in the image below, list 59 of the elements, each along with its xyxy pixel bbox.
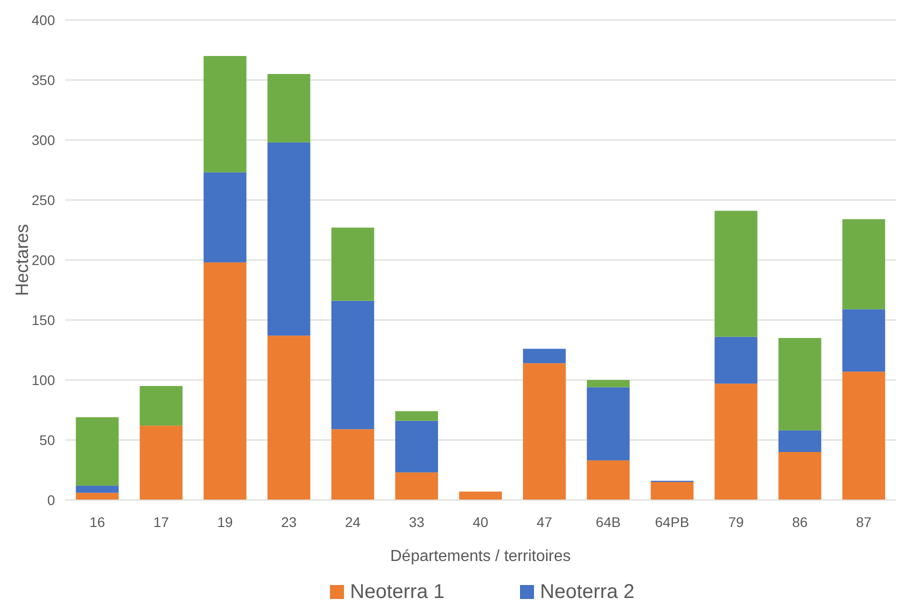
x-tick-label: 47 [536,514,552,530]
y-tick-label: 50 [39,432,56,448]
legend-label: Neoterra 1 [350,581,444,603]
bar [522,363,566,500]
x-tick-label: 19 [217,514,233,530]
x-tick-label: 23 [281,514,297,530]
x-tick-label: 16 [89,514,106,530]
bar [331,300,374,430]
bar [76,417,119,486]
bar [459,492,502,500]
y-tick-label: 300 [32,132,56,148]
x-tick-label: 64B [596,514,621,530]
bar [395,411,438,421]
bar [842,309,886,372]
y-axis-title: Hectares [12,224,32,296]
bar [842,219,886,310]
bar [76,486,119,493]
bar [395,420,438,472]
bar [714,210,758,337]
x-tick-label: 40 [472,514,488,530]
bar [267,142,310,336]
y-tick-label: 0 [47,492,56,508]
x-axis-title: Départements / territoires [390,548,571,565]
x-tick-label: 86 [792,514,808,530]
y-tick-label: 200 [32,252,56,268]
bar [76,492,119,500]
bar [778,338,822,430]
bar [778,452,822,500]
x-tick-label: 33 [408,514,425,530]
x-tick-label: 64PB [654,514,690,530]
y-tick-label: 250 [32,192,56,208]
bar [586,380,630,388]
x-tick-label: 17 [153,514,170,530]
bar [204,262,246,500]
bar [842,372,886,500]
y-tick-label: 350 [32,72,56,88]
bar [331,228,374,301]
bar [650,482,694,500]
bar [586,460,630,500]
bar [204,56,246,172]
bar [267,336,310,500]
legend-label: Neoterra 2 [540,581,634,603]
bar [331,429,374,500]
y-tick-label: 150 [32,312,56,328]
y-tick-label: 100 [32,372,56,388]
bar [522,348,566,364]
bar [586,387,630,460]
y-tick-label: 400 [32,12,56,28]
bar [140,386,183,426]
bar [714,384,758,500]
x-tick-label: 87 [856,514,872,530]
bar [140,426,183,500]
x-tick-label: 79 [728,514,744,530]
bar [204,172,246,262]
bar [395,472,438,500]
bar [714,336,758,384]
bar [267,74,310,142]
x-tick-label: 24 [344,514,361,530]
bar [778,430,822,452]
